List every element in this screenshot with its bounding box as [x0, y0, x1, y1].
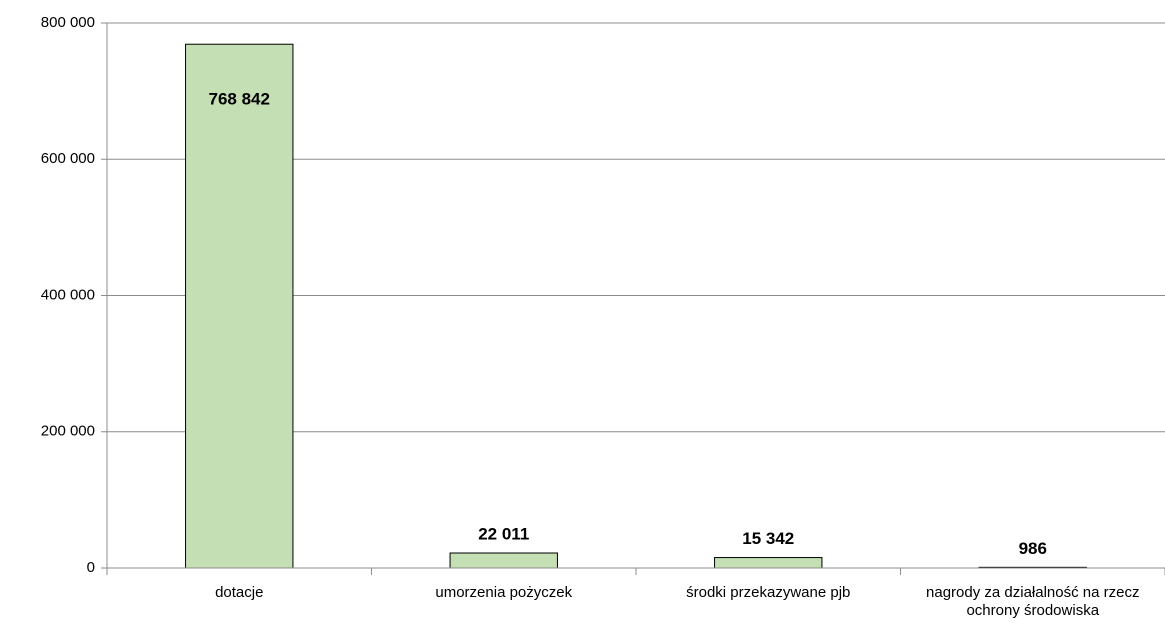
y-tick-label: 400 000: [41, 286, 95, 303]
y-tick-label: 0: [87, 559, 95, 576]
bar: [185, 43, 294, 569]
x-tick-label: nagrody za działalność na rzecz ochrony …: [926, 584, 1140, 619]
bar: [714, 557, 823, 569]
y-tick-label: 600 000: [41, 150, 95, 167]
x-tick-label: umorzenia pożyczek: [435, 584, 573, 601]
value-label: 986: [1019, 539, 1047, 558]
y-tick-label: 200 000: [41, 423, 95, 440]
x-tick-label: środki przekazywane pjb: [686, 584, 851, 601]
value-label: 15 342: [742, 529, 794, 548]
x-tick-label: dotacje: [215, 584, 264, 601]
value-label: 768 842: [209, 90, 270, 109]
y-tick-label: 800 000: [41, 14, 95, 31]
value-label: 22 011: [478, 524, 529, 543]
bar: [449, 552, 558, 569]
